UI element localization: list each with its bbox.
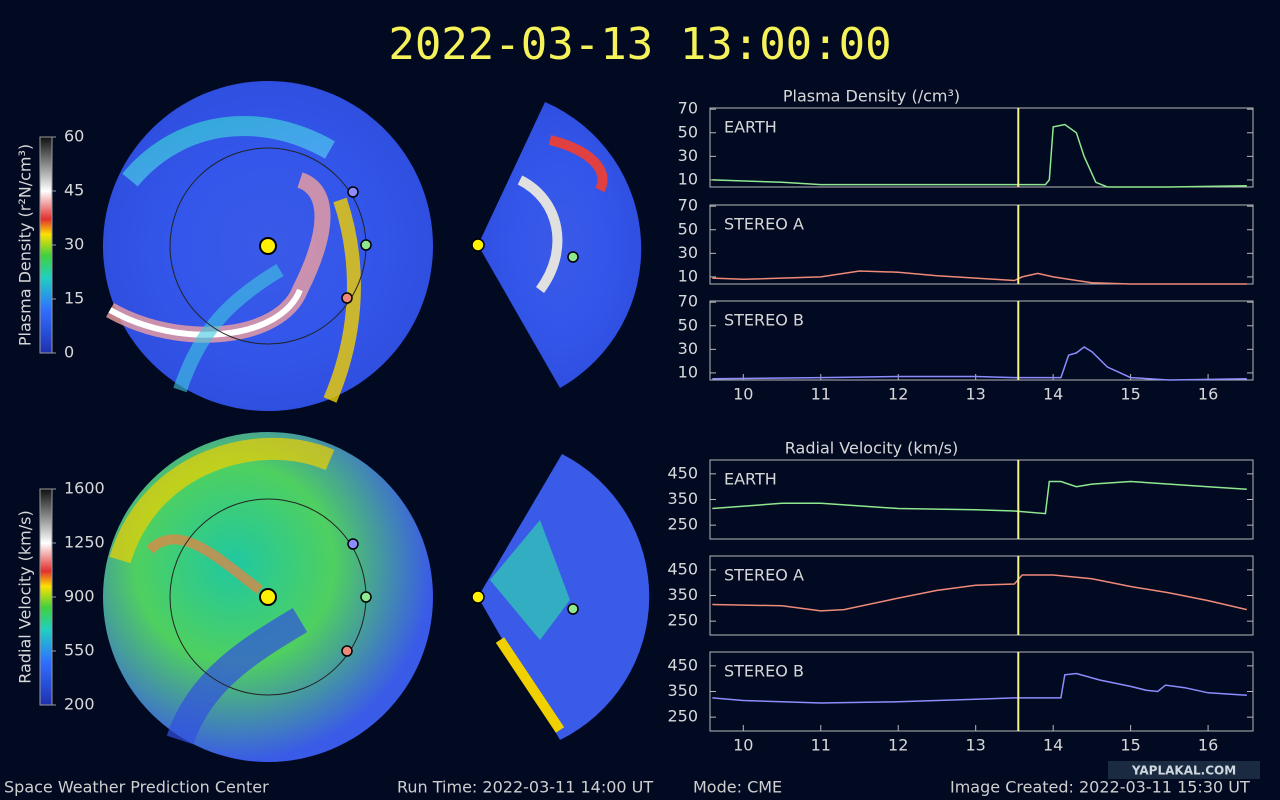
plot-frame [709, 204, 1254, 285]
plot-frame [709, 107, 1254, 188]
series-line [712, 346, 1247, 381]
y-tick-label: 350 [667, 489, 698, 508]
series-line [712, 480, 1247, 515]
footer-left: Space Weather Prediction Center [4, 778, 269, 797]
x-tick-label: 13 [966, 736, 986, 755]
x-tick-label: 10 [733, 385, 753, 404]
series-label: EARTH [724, 470, 777, 489]
x-tick-label: 11 [811, 736, 831, 755]
colorbar [39, 136, 53, 354]
y-tick-label: 10 [678, 169, 698, 188]
x-tick-label: 10 [733, 736, 753, 755]
y-tick-label: 250 [667, 707, 698, 726]
x-tick-label: 14 [1043, 736, 1063, 755]
colorbar-label: Plasma Density (r²N/cm³) [16, 144, 35, 346]
y-tick-label: 30 [678, 339, 698, 358]
x-tick-label: 16 [1198, 385, 1218, 404]
title: 2022-03-13 13:00:00 [388, 19, 891, 70]
y-tick-label: 450 [667, 463, 698, 482]
series-line [712, 270, 1247, 285]
y-tick-label: 450 [667, 559, 698, 578]
x-tick-label: 13 [966, 385, 986, 404]
y-tick-label: 70 [678, 196, 698, 215]
colorbar-tick-label: 15 [64, 289, 84, 308]
velocity-map [103, 432, 650, 762]
colorbar-tick-label: 200 [64, 695, 95, 714]
colorbar-tick-label: 30 [64, 235, 84, 254]
y-tick-label: 70 [678, 99, 698, 118]
y-tick-label: 350 [667, 585, 698, 604]
chart-title: Radial Velocity (km/s) [785, 439, 958, 458]
series-label: STEREO B [724, 311, 804, 330]
y-tick-label: 350 [667, 681, 698, 700]
y-tick-label: 250 [667, 611, 698, 630]
y-tick-label: 50 [678, 219, 698, 238]
plot-frame [709, 300, 1254, 381]
series-label: EARTH [724, 118, 777, 137]
y-tick-label: 10 [678, 266, 698, 285]
watermark: YAPLAKAL.COM [1131, 764, 1236, 778]
plot-frame [709, 459, 1254, 540]
colorbar [39, 488, 53, 706]
y-tick-label: 450 [667, 655, 698, 674]
series-label: STEREO B [724, 662, 804, 681]
y-tick-label: 70 [678, 292, 698, 311]
colorbar-tick-label: 1250 [64, 533, 105, 552]
footer-run-time: Run Time: 2022-03-11 14:00 UT [397, 778, 653, 797]
x-tick-label: 15 [1120, 385, 1140, 404]
colorbar-tick-label: 60 [64, 127, 84, 146]
density-map [103, 81, 642, 411]
series-label: STEREO A [724, 566, 804, 585]
y-tick-label: 50 [678, 122, 698, 141]
y-tick-label: 30 [678, 146, 698, 165]
y-tick-label: 30 [678, 243, 698, 262]
footer-mode: Mode: CME [693, 778, 782, 797]
colorbar-tick-label: 0 [64, 343, 74, 362]
x-tick-label: 15 [1120, 736, 1140, 755]
x-tick-label: 14 [1043, 385, 1063, 404]
colorbar-tick-label: 1600 [64, 479, 105, 498]
y-tick-label: 250 [667, 515, 698, 534]
x-tick-label: 12 [888, 385, 908, 404]
chart-title: Plasma Density (/cm³) [783, 87, 960, 106]
x-tick-label: 16 [1198, 736, 1218, 755]
x-tick-label: 11 [811, 385, 831, 404]
watermark-bg [1108, 761, 1260, 779]
y-tick-label: 10 [678, 362, 698, 381]
series-line [712, 672, 1247, 704]
footer-created: Image Created: 2022-03-11 15:30 UT [950, 778, 1250, 797]
series-line [712, 123, 1247, 188]
y-tick-label: 50 [678, 315, 698, 334]
colorbar-tick-label: 550 [64, 641, 95, 660]
series-line [712, 574, 1247, 612]
colorbar-label: Radial Velocity (km/s) [16, 510, 35, 683]
series-label: STEREO A [724, 215, 804, 234]
colorbar-tick-label: 45 [64, 181, 84, 200]
x-tick-label: 12 [888, 736, 908, 755]
colorbar-tick-label: 900 [64, 587, 95, 606]
